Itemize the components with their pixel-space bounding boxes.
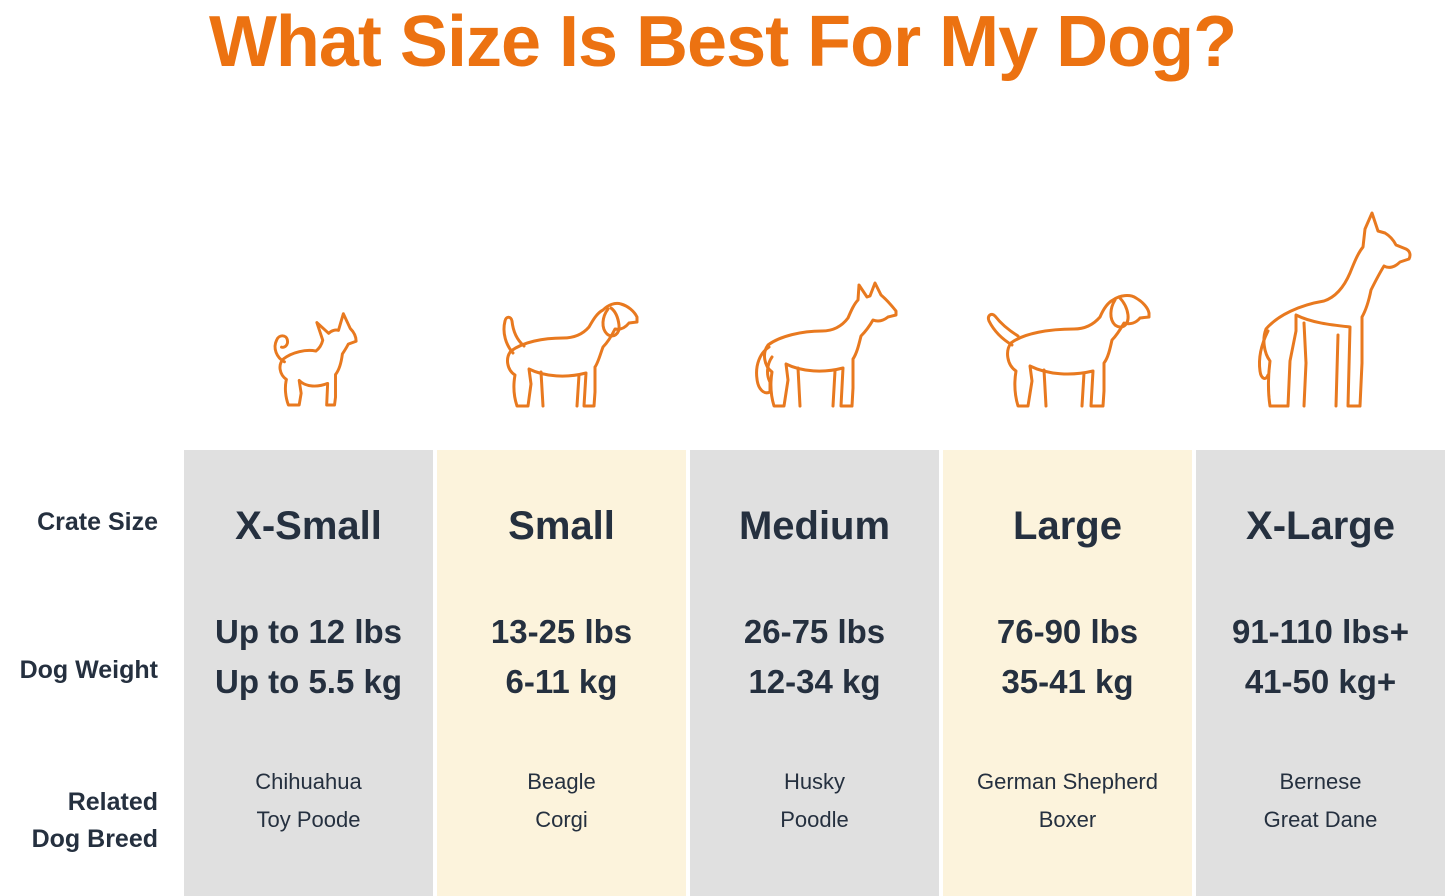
row-label-related-breed: Related Dog Breed [0, 745, 180, 896]
dog-cell-large [943, 84, 1192, 408]
breed-primary: German Shepherd [977, 768, 1158, 794]
beagle-icon [502, 301, 638, 408]
breed-primary: Chihuahua [255, 768, 362, 794]
weight-kg: 12-34 kg [748, 663, 881, 700]
row-label-crate-size: Crate Size [0, 450, 180, 595]
breed-secondary: Boxer [1038, 806, 1097, 832]
breed-secondary: Toy Poode [256, 806, 361, 832]
dog-cell-xsmall [184, 84, 433, 408]
page-title: What Size Is Best For My Dog? [208, 2, 1237, 82]
row-label-dog-weight: Dog Weight [0, 595, 180, 745]
breeds-xsmall: Chihuahua Toy Poode [184, 745, 433, 896]
row-label-related-text: Related [67, 787, 158, 816]
crate-size-small: Small [437, 450, 686, 595]
crate-size-xsmall: X-Small [184, 450, 433, 595]
weight-xsmall: Up to 12 lbs Up to 5.5 kg [184, 595, 433, 745]
great-dane-icon [1258, 211, 1412, 408]
weight-lbs: 76-90 lbs [996, 613, 1139, 650]
husky-icon [754, 281, 897, 408]
breeds-xlarge: Bernese Great Dane [1196, 745, 1445, 896]
crate-size-xlarge: X-Large [1196, 450, 1445, 595]
weight-kg: 6-11 kg [505, 663, 618, 700]
breed-primary: Bernese [1279, 768, 1362, 794]
chihuahua-icon [273, 312, 358, 407]
crate-size-large: Large [943, 450, 1192, 595]
breeds-small: Beagle Corgi [437, 745, 686, 896]
weight-kg: 35-41 kg [1001, 663, 1134, 700]
crate-size-medium: Medium [690, 450, 939, 595]
weight-lbs: 26-75 lbs [743, 613, 886, 650]
size-table: Crate Size X-Small Small Medium Large X-… [0, 450, 1445, 896]
weight-lbs: Up to 12 lbs [214, 613, 403, 650]
weight-kg: 41-50 kg+ [1244, 663, 1397, 700]
dogs-row-spacer [0, 84, 180, 408]
breed-primary: Husky [783, 768, 846, 794]
dog-cell-xlarge [1196, 84, 1445, 408]
breed-secondary: Great Dane [1263, 806, 1378, 832]
breed-secondary: Corgi [535, 806, 588, 832]
labrador-icon [987, 294, 1151, 408]
weight-xlarge: 91-110 lbs+ 41-50 kg+ [1196, 595, 1445, 745]
dog-illustrations-row [0, 84, 1445, 408]
row-label-breed-text: Dog Breed [31, 824, 158, 853]
weight-lbs: 13-25 lbs [490, 613, 633, 650]
breed-secondary: Poodle [780, 806, 849, 832]
weight-kg: Up to 5.5 kg [214, 663, 403, 700]
weight-small: 13-25 lbs 6-11 kg [437, 595, 686, 745]
dog-cell-small [437, 84, 686, 408]
dog-cell-medium [690, 84, 939, 408]
weight-medium: 26-75 lbs 12-34 kg [690, 595, 939, 745]
row-label-dog-weight-text: Dog Weight [19, 655, 158, 684]
weight-lbs: 91-110 lbs+ [1231, 613, 1410, 650]
breeds-medium: Husky Poodle [690, 745, 939, 896]
breed-primary: Beagle [527, 768, 596, 794]
row-label-crate-size-text: Crate Size [37, 508, 158, 536]
breeds-large: German Shepherd Boxer [943, 745, 1192, 896]
weight-large: 76-90 lbs 35-41 kg [943, 595, 1192, 745]
